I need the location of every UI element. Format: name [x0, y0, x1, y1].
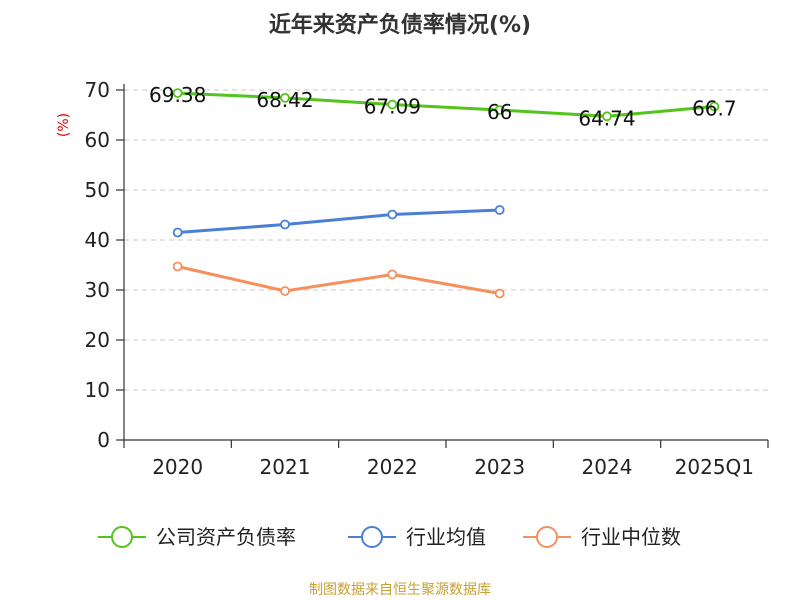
y-axis-label: (%)	[56, 113, 72, 137]
x-tick-label: 2024	[582, 455, 633, 479]
data-point	[280, 219, 290, 230]
legend-label: 行业均值	[406, 525, 486, 549]
series-line-0	[177, 91, 715, 118]
data-label: 68.42	[256, 88, 313, 112]
data-point	[172, 227, 183, 238]
source-note: 制图数据来自恒生聚源数据库	[309, 582, 491, 598]
data-point	[494, 105, 505, 115]
x-tick-label: 2025Q1	[675, 455, 754, 479]
data-point	[280, 286, 290, 296]
data-label: 69.38	[149, 83, 206, 107]
y-tick-labels: 0 10 20 30 40 50 60 70	[85, 78, 110, 452]
legend-marker	[111, 526, 133, 548]
gridlines	[124, 89, 768, 391]
data-point	[494, 288, 505, 299]
x-tick-label: 2021	[260, 455, 311, 479]
data-point	[387, 269, 398, 280]
y-tick-label: 70	[85, 78, 110, 102]
legend-label: 公司资产负债率	[156, 525, 296, 549]
data-labels: 69.38 68.42 67.09 66 64.74 66.7	[149, 83, 737, 130]
y-tick-label: 20	[85, 328, 110, 352]
data-point	[172, 261, 183, 272]
series-lines	[172, 88, 720, 299]
y-tick-label: 30	[85, 278, 110, 302]
legend: 公司资产负债率 行业均值 行业中位数	[98, 525, 681, 549]
chart-title: 近年来资产负债率情况(%)	[269, 12, 531, 38]
y-tick-label: 50	[85, 178, 110, 202]
legend-marker	[536, 526, 558, 548]
data-point	[387, 209, 398, 220]
y-tick-label: 0	[97, 428, 110, 452]
series-line-2	[177, 265, 500, 295]
x-tick-labels: 2020 2021 2022 2023 2024 2025Q1	[152, 455, 754, 479]
data-point	[280, 93, 290, 103]
data-label: 67.09	[364, 95, 421, 119]
x-tick-label: 2023	[474, 455, 525, 479]
axes	[116, 84, 769, 448]
x-tick-label: 2020	[152, 455, 203, 479]
legend-marker	[361, 526, 383, 548]
data-point	[709, 101, 720, 112]
series-line-1	[177, 208, 500, 234]
data-point	[602, 111, 612, 122]
data-label: 66	[487, 100, 512, 124]
data-point	[494, 205, 505, 215]
data-point	[172, 88, 183, 98]
y-tick-label: 60	[85, 128, 110, 152]
y-tick-label: 10	[85, 378, 110, 402]
data-label: 66.7	[692, 97, 737, 121]
data-label: 64.74	[578, 106, 635, 130]
x-tick-label: 2022	[367, 455, 418, 479]
data-point	[387, 99, 398, 110]
legend-label: 行业中位数	[581, 525, 681, 549]
y-tick-label: 40	[85, 228, 110, 252]
